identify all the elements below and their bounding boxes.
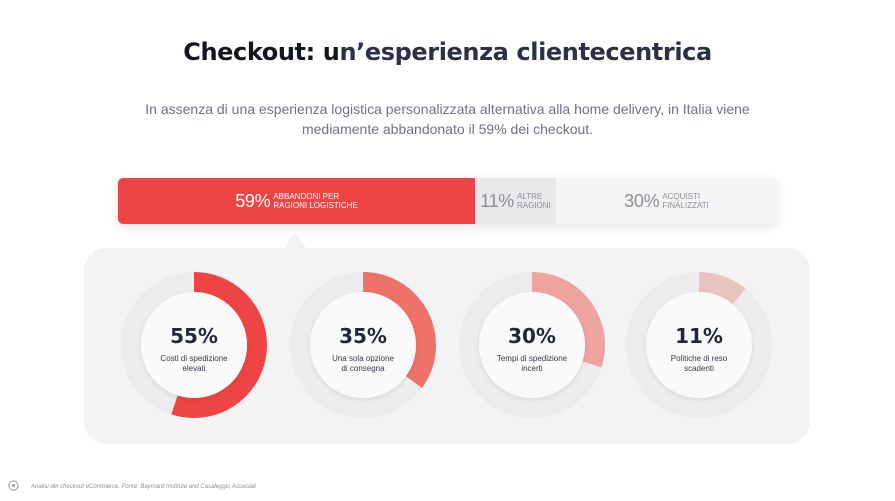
donut-chart: 30% Tempi di spedizione incerti bbox=[457, 270, 607, 420]
donut-center bbox=[310, 292, 416, 398]
donut-arc bbox=[290, 272, 436, 418]
bar-segment-label-line: RAGIONI LOGISTICHE bbox=[273, 201, 358, 210]
donut-caption-line: Costi di spedizione bbox=[160, 354, 228, 363]
donut-value: 55% bbox=[170, 324, 218, 348]
donut-value: 30% bbox=[508, 324, 556, 348]
donut-caption-line: elevati bbox=[182, 364, 206, 373]
page-title-part1: Checkout: u bbox=[183, 38, 340, 66]
donut-caption-line: di consegna bbox=[341, 364, 385, 373]
footer-source: Analisi del checkout eCommerce. Fonte: B… bbox=[31, 484, 256, 490]
donut-caption: Politiche di reso scadenti bbox=[659, 354, 739, 374]
bar-segment-label-line: FINALIZZATI bbox=[662, 201, 709, 210]
donut-center bbox=[479, 292, 585, 398]
donut-value: 11% bbox=[675, 324, 723, 348]
donut-chart: 11% Politiche di reso scadenti bbox=[624, 270, 774, 420]
donut-caption-line: scadenti bbox=[684, 364, 714, 373]
donut-arc bbox=[121, 272, 267, 418]
panel-pointer bbox=[284, 232, 306, 248]
donut-svg bbox=[626, 272, 772, 418]
donut-center bbox=[141, 292, 247, 398]
brand-logo-icon bbox=[8, 480, 19, 491]
donut-svg bbox=[121, 272, 267, 418]
bar-segment-label-line: ACQUISTI bbox=[662, 192, 701, 201]
donut-caption-line: Politiche di reso bbox=[670, 354, 728, 363]
donut-chart: 35% Una sola opzione di consegna bbox=[288, 270, 438, 420]
bar-segment-value: 59% bbox=[235, 190, 271, 211]
bar-segment-label-line: ALTRE bbox=[517, 192, 543, 201]
donut-arc bbox=[626, 272, 772, 418]
bar-segment-value: 11% bbox=[480, 190, 514, 211]
donut-center bbox=[646, 292, 752, 398]
donut-caption-line: Tempi di spedizione bbox=[496, 354, 568, 363]
bar-segment-altre: 11% ALTRE RAGIONI bbox=[475, 178, 556, 224]
donut-caption: Tempi di spedizione incerti bbox=[492, 354, 572, 374]
donut-svg bbox=[290, 272, 436, 418]
donut-value: 35% bbox=[339, 324, 387, 348]
bar-segment-value: 30% bbox=[624, 190, 660, 211]
donut-svg bbox=[459, 272, 605, 418]
bar-segment-abbandoni: 59% ABBANDONI PER RAGIONI LOGISTICHE bbox=[118, 178, 475, 224]
bar-segment-label: ALTRE RAGIONI bbox=[517, 192, 551, 210]
donut-caption-line: Una sola opzione bbox=[332, 354, 394, 363]
donut-caption: Una sola opzione di consegna bbox=[323, 354, 403, 374]
page-title-part2: n’esperienza clientecentrica bbox=[339, 38, 712, 66]
donut-caption: Costi di spedizione elevati bbox=[154, 354, 234, 374]
page-title: Checkout: un’esperienza clientecentrica bbox=[0, 38, 895, 66]
donut-caption-line: incerti bbox=[521, 364, 543, 373]
donut-arc bbox=[459, 272, 605, 418]
bar-segment-acquisti: 30% ACQUISTI FINALIZZATI bbox=[556, 178, 777, 224]
bar-segment-label-line: ABBANDONI PER bbox=[273, 192, 340, 201]
stacked-bar: 59% ABBANDONI PER RAGIONI LOGISTICHE 11%… bbox=[118, 178, 777, 224]
bar-segment-label: ACQUISTI FINALIZZATI bbox=[662, 192, 709, 210]
bar-segment-label: ABBANDONI PER RAGIONI LOGISTICHE bbox=[273, 192, 357, 210]
donut-chart: 55% Costi di spedizione elevati bbox=[119, 270, 269, 420]
page-subtitle: In assenza di una esperienza logistica p… bbox=[145, 101, 750, 137]
bar-segment-label-line: RAGIONI bbox=[517, 201, 551, 210]
